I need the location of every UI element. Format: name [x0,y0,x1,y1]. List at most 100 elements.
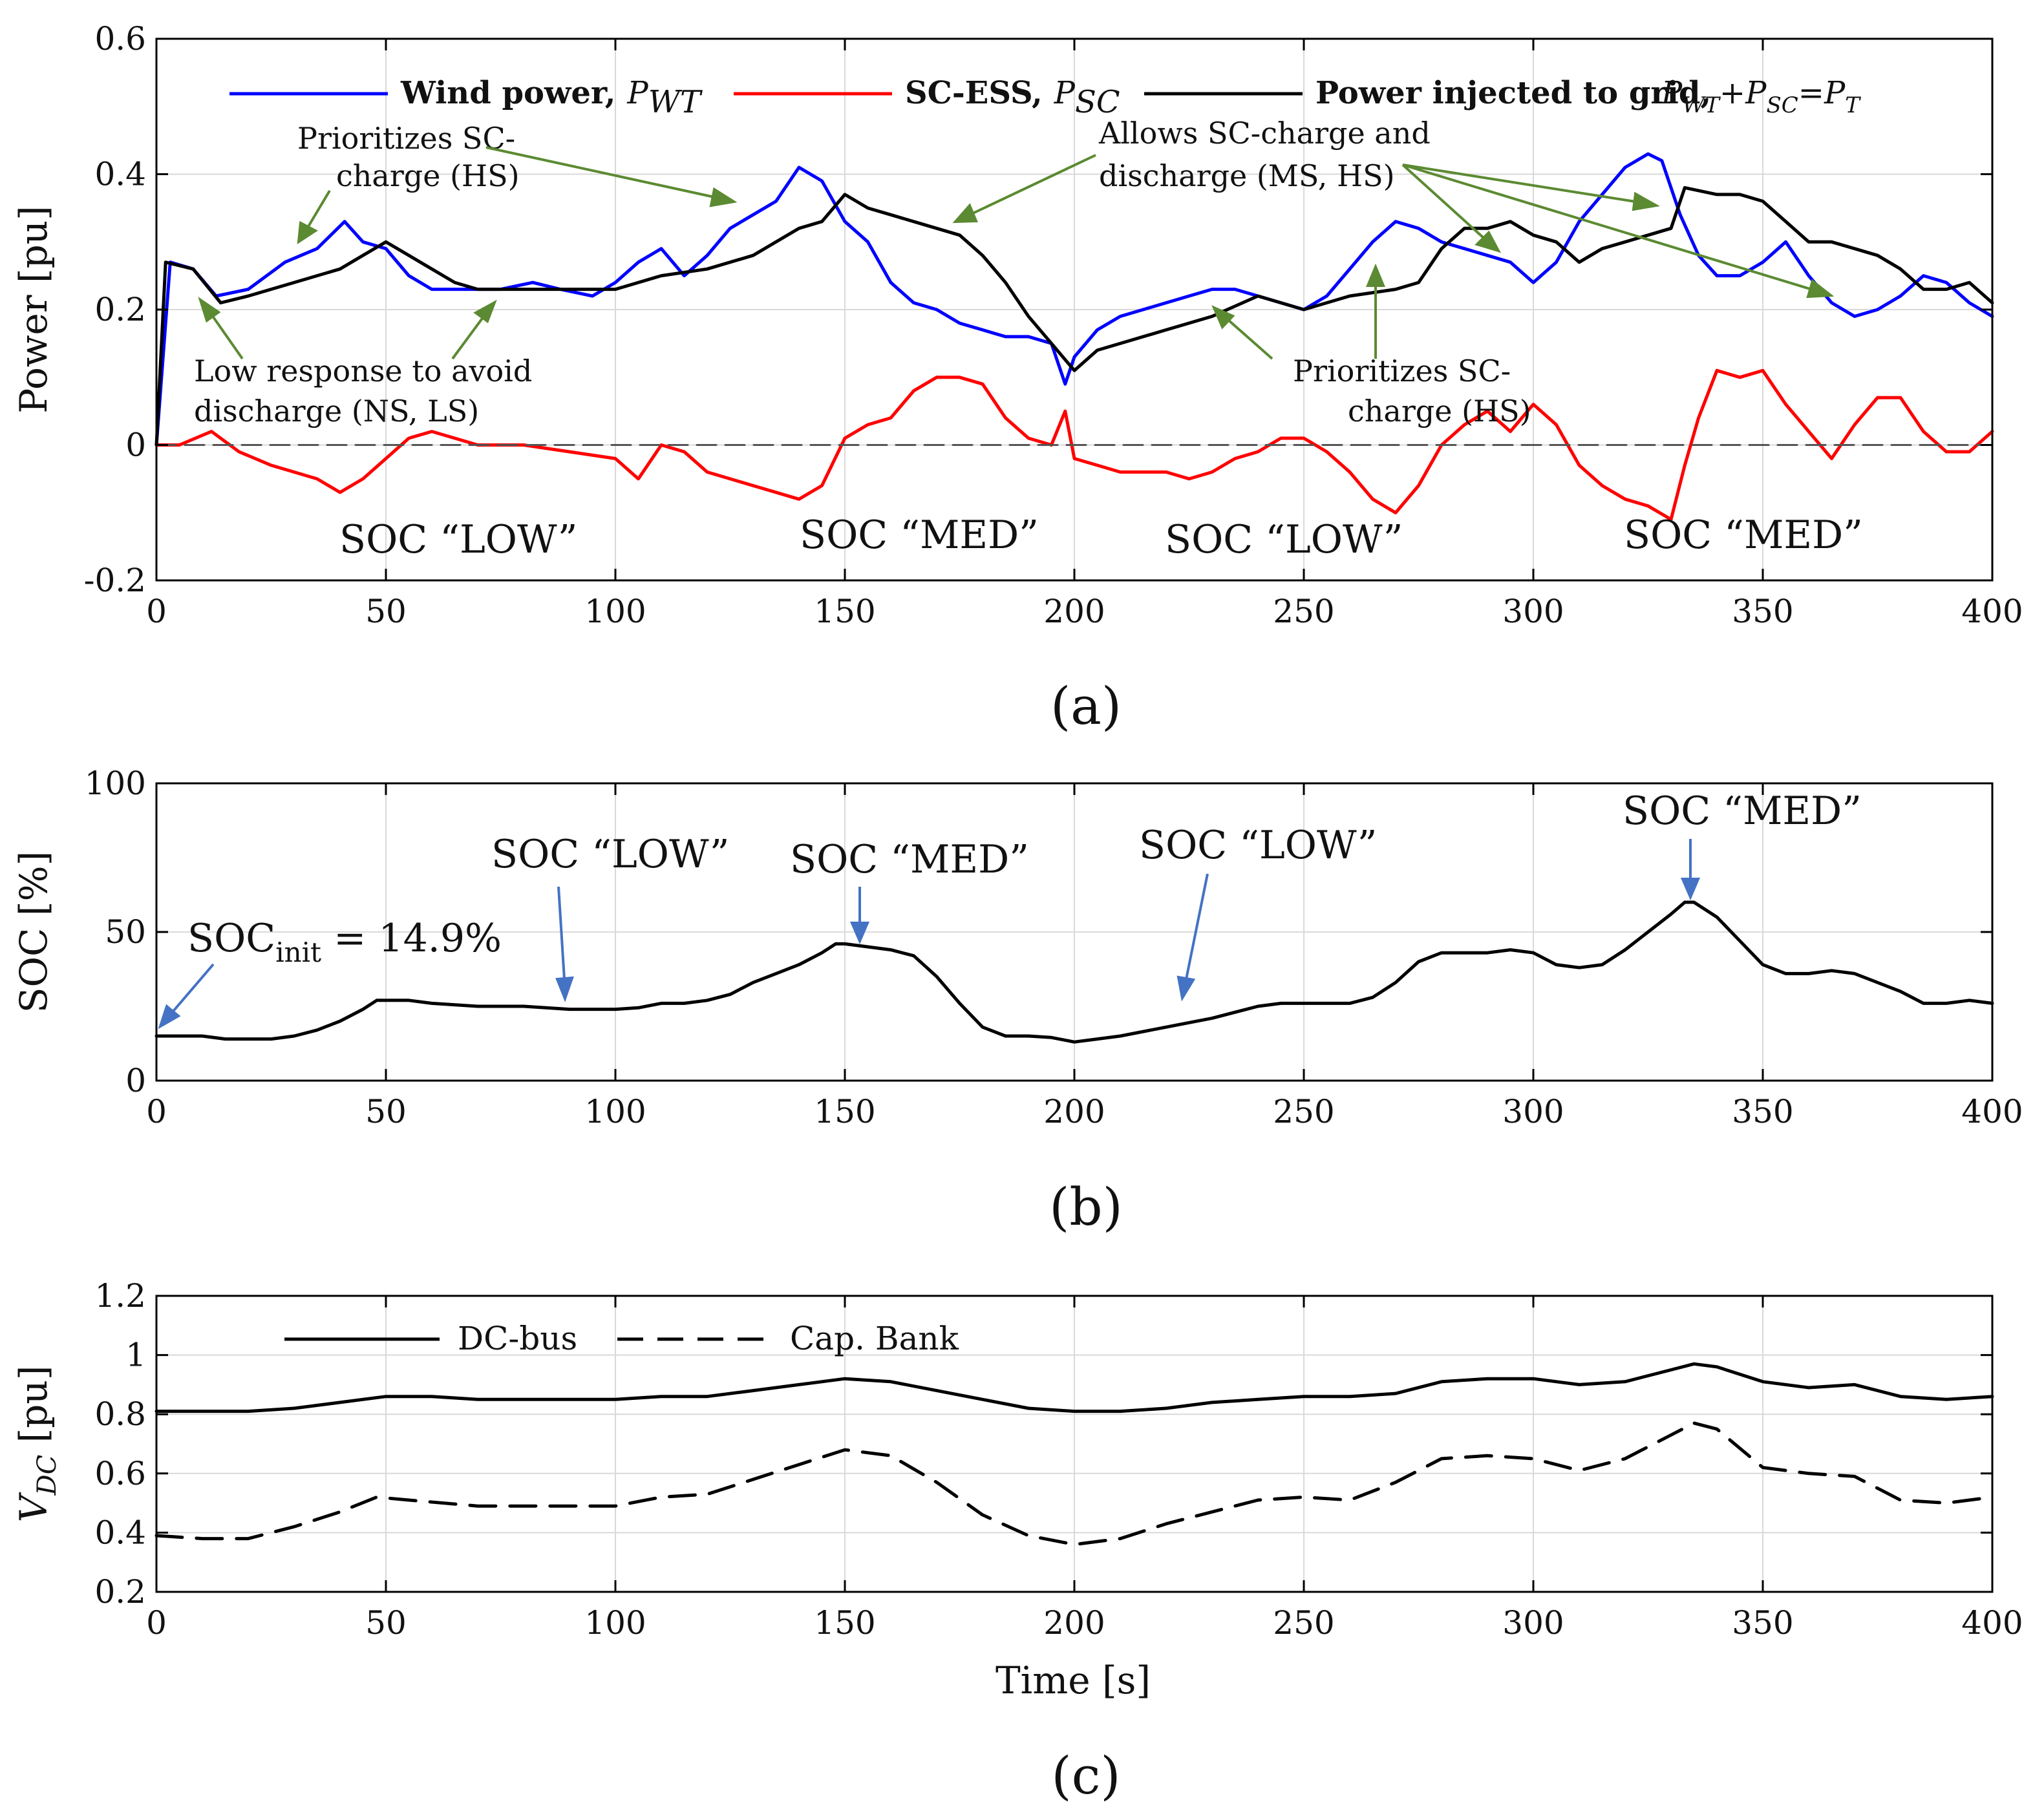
legend-c: DC-bus Cap. Bank [284,1320,959,1357]
arrow-green-head [198,297,221,323]
arrow-green [306,189,331,229]
arrow-green-head [709,187,738,207]
series-b [154,900,1994,1044]
annotations-a: Prioritizes SC- charge (HS) Allows SC-ch… [194,116,1531,429]
legend-label-dcbus: DC-bus [458,1320,577,1357]
x-tick-label-a: 150 [814,593,875,630]
x-tick-label-b: 350 [1732,1093,1793,1130]
x-tick-label-b: 0 [146,1093,167,1130]
legend-a: Wind power, PWT SC-ESS, PSC Power injected… [229,75,1861,120]
y-tick-label-b: 50 [105,913,146,951]
annotation-allows-line2: discharge (MS, HS) [1099,158,1395,193]
y-tick-label-a: -0.2 [84,562,146,599]
soc-label-a-1: SOC “LOW” [339,517,577,562]
x-tick-label-c: 0 [146,1604,167,1642]
y-tick-label-c: 0.2 [94,1573,146,1611]
caption-c: (c) [1051,1746,1120,1806]
y-tick-label-c: 0.4 [94,1514,146,1551]
arrow-green-head [952,203,978,224]
x-tick-label-a: 100 [584,593,646,630]
x-tick-label-b: 50 [365,1093,407,1130]
x-tick-label-a: 350 [1732,593,1793,630]
x-tick-label-c: 100 [584,1604,646,1642]
ylabel-b: SOC [%] [12,851,56,1013]
arrow-green [1227,319,1273,360]
x-tick-label-c: 50 [365,1604,407,1642]
arrow-green-head [1806,279,1835,299]
soc-label-a-2: SOC “MED” [800,513,1039,558]
arrows-b [158,839,1701,1030]
arrow-green [1402,164,1636,203]
soc-label-a-3: SOC “LOW” [1165,517,1403,562]
arrow-blue-head [1680,878,1701,901]
series-c [154,1362,1994,1547]
arrow-green [1402,164,1811,290]
annotation-soc-init: SOCinit = 14.9% [187,916,502,968]
annotation-allows-line1: Allows SC-charge and [1098,116,1431,151]
series-line-c-0 [154,1362,1994,1413]
arrow-green-head [297,220,318,244]
arrow-green [451,315,485,360]
series-line-b-0 [154,900,1994,1044]
x-tick-label-c: 400 [1961,1604,2023,1642]
arrow-green [485,146,715,198]
arrow-blue [1185,873,1209,980]
arrow-green-head [1366,263,1385,287]
arrow-green-head [473,299,497,324]
arrow-green [972,154,1096,215]
arrow-green [1401,164,1485,239]
soc-label-b-3: SOC “LOW” [1139,823,1377,868]
y-tick-label-a: 0.2 [94,291,146,328]
x-tick-label-c: 300 [1502,1604,1564,1642]
y-tick-label-b: 0 [125,1062,146,1099]
annotation-prioritizes-2-line2: charge (HS) [1348,394,1531,429]
arrows-a [198,146,1835,360]
soc-label-b-4: SOC “MED” [1623,788,1862,834]
annotation-prioritizes-1-line2: charge (HS) [336,158,520,193]
arrow-blue-head [555,976,574,1002]
arrow-green-head [1474,230,1502,253]
caption-b: (b) [1049,1177,1123,1237]
annotation-prioritizes-1-line1: Prioritizes SC- [297,121,515,156]
panel-a: 0 50 100 150 200 250 300 350 400-0.200.20.40.6 P… [12,20,2023,736]
x-tick-label-a: 0 [146,593,167,630]
soc-label-b-1: SOC “LOW” [491,832,729,877]
x-tick-label-b: 150 [814,1093,875,1130]
ylabel-c: VDC [pu] [12,1366,62,1523]
x-tick-label-b: 250 [1273,1093,1334,1130]
annotation-low-response-line2: discharge (NS, LS) [194,394,479,429]
ticks-c: 0 50 100 150 200 250 300 350 400 0.2 0.4 0.6 0.8 1 1.2 [94,1277,2023,1642]
x-tick-label-c: 200 [1043,1604,1105,1642]
arrow-blue [170,963,215,1015]
legend-label-wind: Wind power, PWT [400,75,703,120]
y-tick-label-c: 0.8 [94,1395,146,1433]
arrow-blue-head [849,922,870,945]
arrow-green-head [1211,305,1235,330]
ticks-b: 0 50 100 150 200 250 300 350 400 0 50 100 [85,765,2023,1130]
series-line-a-2 [154,185,1994,447]
y-tick-label-a: 0.4 [94,156,146,193]
x-tick-label-a: 300 [1502,593,1564,630]
x-tick-label-b: 300 [1502,1093,1564,1130]
y-tick-label-b: 100 [85,765,146,802]
arrow-blue-head [1176,975,1196,1002]
y-tick-label-c: 1.2 [94,1277,146,1315]
soc-label-a-4: SOC “MED” [1624,513,1863,558]
arrow-blue-head [158,1004,181,1030]
panel-b: 0 50 100 150 200 250 300 350 400 0 50 100 SOC [%] S… [12,765,2023,1237]
arrow-blue [557,886,566,980]
x-tick-label-a: 50 [365,593,407,630]
caption-a: (a) [1050,676,1122,736]
x-tick-label-b: 100 [584,1093,646,1130]
x-tick-label-a: 250 [1273,593,1334,630]
x-tick-label-b: 200 [1043,1093,1105,1130]
x-tick-label-a: 200 [1043,593,1105,630]
annotation-low-response-line1: Low response to avoid [194,354,532,388]
legend-label-capbank: Cap. Bank [790,1320,959,1357]
legend-formula-grid: PWT+PSC=PT [1661,75,1861,118]
soc-label-b-2: SOC “MED” [790,837,1029,882]
arrow-green-head [1632,191,1660,211]
x-tick-label-a: 400 [1961,593,2023,630]
ticks-a: 0 50 100 150 200 250 300 350 400-0.200.20.40.6 [84,20,2023,630]
